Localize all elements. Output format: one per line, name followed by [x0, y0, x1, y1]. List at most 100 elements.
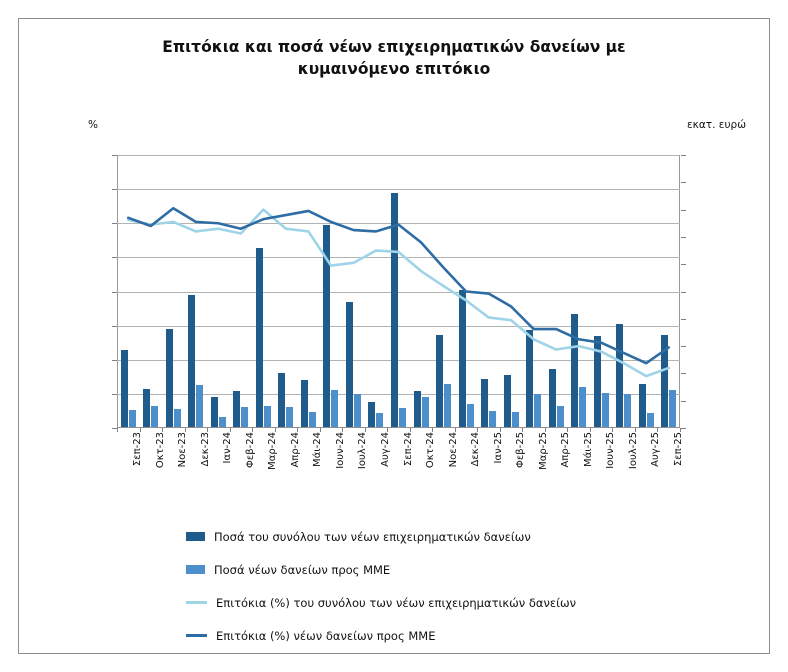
- bar-sme-new-loans: [376, 412, 384, 428]
- category-label: Σεπ-24: [402, 432, 414, 467]
- bar-total-new-business-loans: [593, 335, 601, 428]
- bar-total-new-business-loans: [300, 379, 308, 428]
- legend-bar-swatch-icon: [186, 565, 205, 574]
- category-tickmark: [184, 428, 186, 432]
- legend-label: Ποσά του συνόλου των νέων επιχειρηματικώ…: [214, 529, 531, 544]
- category-label: Μάι-24: [312, 432, 324, 467]
- bar-total-new-business-loans: [368, 401, 376, 428]
- legend-item[interactable]: Ποσά νέων δανείων προς ΜΜΕ: [186, 553, 656, 586]
- bar-total-new-business-loans: [616, 323, 624, 428]
- bar-total-new-business-loans: [345, 302, 353, 428]
- left-tickmark: [112, 393, 117, 395]
- bar-sme-new-loans: [218, 417, 226, 428]
- bar-sme-new-loans: [128, 409, 136, 428]
- category-tickmark: [342, 428, 344, 432]
- category-label: Ιουλ-25: [627, 432, 639, 470]
- legend-line-swatch-icon: [186, 601, 207, 604]
- legend-item[interactable]: Επιτόκια (%) του συνόλου των νέων επιχει…: [186, 586, 656, 619]
- category-label: Μαρ-24: [267, 432, 279, 470]
- bar-group: [165, 155, 189, 428]
- category-label: Αυγ-24: [379, 432, 391, 467]
- category-label: Απρ-24: [289, 432, 301, 468]
- chart-title-line-1: Επιτόκια και ποσά νέων επιχειρηματικών δ…: [162, 38, 626, 56]
- bar-total-new-business-loans: [526, 329, 534, 428]
- category-label: Δεκ-23: [199, 432, 211, 467]
- category-label: Νοε-24: [447, 432, 459, 468]
- bar-total-new-business-loans: [436, 335, 444, 428]
- left-tickmark: [112, 325, 117, 327]
- right-tickmark: [681, 155, 686, 156]
- category-tickmark: [634, 428, 636, 432]
- bar-group: [436, 155, 459, 428]
- bar-group: [255, 155, 279, 428]
- category-label: Φεβ-24: [244, 432, 256, 468]
- category-tickmark: [364, 428, 366, 432]
- category-tickmark: [319, 428, 321, 432]
- bar-total-new-business-loans: [458, 290, 466, 428]
- bar-group: [368, 155, 391, 428]
- category-axis-labels: Σεπ-23 Οκτ-23 Νοε-23 Δεκ-23 Ιαν-24 Φεβ-24 Μαρ-…: [117, 428, 684, 504]
- plot-top-border: [117, 155, 680, 156]
- category-label: Δεκ-24: [470, 432, 482, 467]
- bar-sme-new-loans: [353, 394, 361, 428]
- left-tickmark: [112, 223, 117, 225]
- bar-sme-new-loans: [173, 408, 181, 428]
- category-tickmark: [252, 428, 254, 432]
- category-tickmark: [477, 428, 479, 432]
- legend-label: Ποσά νέων δανείων προς ΜΜΕ: [214, 562, 391, 577]
- legend-item[interactable]: Επιτόκια (%) νέων δανείων προς ΜΜΕ: [186, 619, 656, 652]
- bar-sme-new-loans: [308, 411, 316, 428]
- category-tickmark: [297, 428, 299, 432]
- bar-group: [526, 155, 549, 428]
- bar-group: [616, 155, 639, 428]
- bar-group: [503, 155, 527, 428]
- bar-total-new-business-loans: [391, 192, 398, 428]
- category-tickmark: [612, 428, 614, 432]
- right-axis-unit-label: εκατ. ευρώ: [687, 119, 746, 131]
- bar-total-new-business-loans: [143, 388, 151, 428]
- bar-group: [548, 155, 572, 428]
- category-tickmark: [680, 428, 681, 432]
- bar-sme-new-loans: [331, 389, 339, 428]
- legend-label: Επιτόκια (%) νέων δανείων προς ΜΜΕ: [216, 628, 436, 643]
- bar-group: [345, 155, 369, 428]
- bar-sme-new-loans: [624, 393, 632, 428]
- category-label: Απρ-25: [560, 432, 572, 468]
- category-label: Φεβ-25: [515, 432, 527, 468]
- bar-group: [638, 155, 662, 428]
- category-axis-line: [117, 427, 680, 428]
- category-label: Ιαν-25: [492, 432, 504, 464]
- bar-group: [120, 155, 144, 428]
- category-label: Ιουν-25: [605, 432, 617, 469]
- category-tickmark: [409, 428, 411, 432]
- bar-group: [278, 155, 301, 428]
- right-tickmark: [681, 264, 686, 266]
- bar-sme-new-loans: [286, 407, 294, 428]
- category-label: Σεπ-25: [672, 432, 684, 467]
- category-label: Οκτ-23: [154, 432, 166, 469]
- right-tickmark: [681, 346, 686, 348]
- chart-legend: Ποσά του συνόλου των νέων επιχειρηματικώ…: [186, 520, 656, 652]
- bar-total-new-business-loans: [255, 247, 263, 428]
- bar-sme-new-loans: [669, 390, 677, 428]
- gridline: [117, 393, 680, 395]
- bar-sme-new-loans: [489, 411, 497, 428]
- gridline: [117, 189, 680, 191]
- legend-item[interactable]: Ποσά του συνόλου των νέων επιχειρηματικώ…: [186, 520, 656, 553]
- bar-sme-new-loans: [263, 406, 271, 428]
- category-tickmark: [139, 428, 141, 432]
- bar-total-new-business-loans: [323, 225, 331, 428]
- right-tickmark: [681, 291, 686, 293]
- category-tickmark: [589, 428, 591, 432]
- bar-sme-new-loans: [646, 412, 654, 428]
- bar-group: [143, 155, 166, 428]
- chart-title: Επιτόκια και ποσά νέων επιχειρηματικών δ…: [90, 36, 698, 81]
- bar-sme-new-loans: [511, 411, 519, 428]
- chart-title-line-2: κυμαινόμενο επιτόκιο: [297, 60, 491, 79]
- bar-total-new-business-loans: [413, 390, 421, 428]
- left-tickmark: [112, 189, 117, 191]
- bar-sme-new-loans: [466, 403, 474, 428]
- bar-sme-new-loans: [399, 408, 406, 428]
- bar-group: [323, 155, 346, 428]
